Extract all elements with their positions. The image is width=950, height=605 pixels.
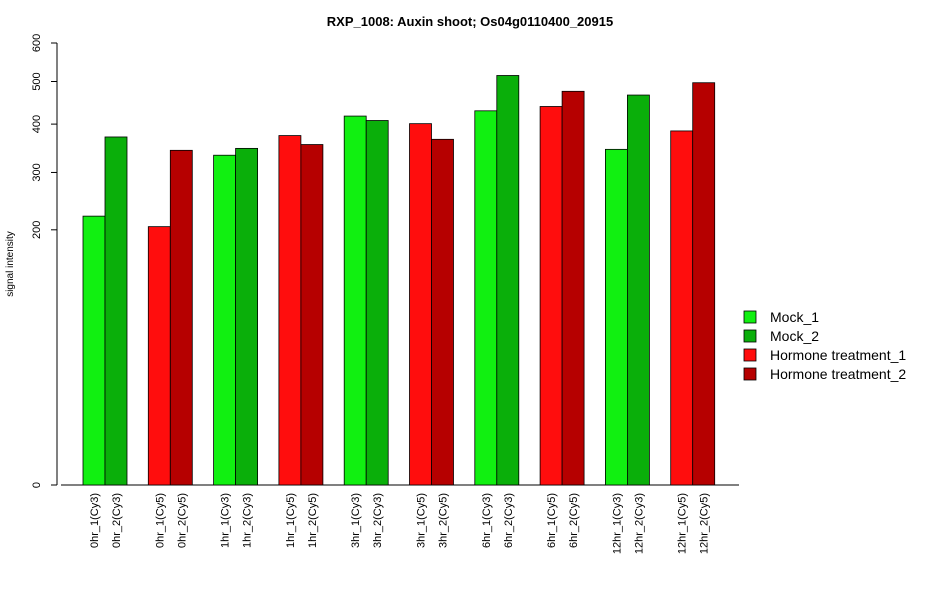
legend-label: Hormone treatment_2 bbox=[770, 366, 906, 382]
x-tick-label: 12hr_1(Cy5) bbox=[677, 493, 689, 554]
bar-1hr_2(Cy5) bbox=[300, 144, 324, 486]
x-tick-label: 12hr_2(Cy3) bbox=[633, 493, 645, 554]
bar-12hr_2(Cy5) bbox=[692, 82, 716, 486]
y-tick-label: 400 bbox=[31, 115, 43, 133]
bars-group bbox=[61, 75, 739, 486]
bar-6hr_2(Cy5) bbox=[561, 90, 585, 486]
bar-6hr_1(Cy3) bbox=[474, 110, 498, 486]
x-tick-label: 0hr_1(Cy3) bbox=[89, 493, 101, 548]
bar-12hr_1(Cy3) bbox=[605, 148, 628, 486]
bar-3hr_1(Cy5) bbox=[409, 123, 432, 486]
x-tick-label: 12hr_2(Cy5) bbox=[699, 493, 711, 554]
x-tick-label: 6hr_1(Cy3) bbox=[481, 493, 493, 548]
x-tick-label: 6hr_2(Cy3) bbox=[503, 493, 515, 548]
y-tick-label: 500 bbox=[31, 72, 43, 90]
x-tick-label: 1hr_1(Cy3) bbox=[220, 493, 232, 548]
x-tick-label: 3hr_2(Cy3) bbox=[372, 493, 384, 548]
x-tick-label: 3hr_1(Cy3) bbox=[350, 493, 362, 548]
bar-3hr_2(Cy3) bbox=[365, 120, 389, 486]
bar-12hr_1(Cy5) bbox=[670, 130, 694, 486]
bar-6hr_1(Cy5) bbox=[539, 106, 563, 486]
bar-12hr_2(Cy3) bbox=[627, 94, 650, 486]
legend-swatch bbox=[743, 367, 757, 381]
y-axis-label: signal intensity bbox=[5, 231, 16, 297]
bar-1hr_1(Cy5) bbox=[278, 135, 302, 486]
x-tick-label: 6hr_1(Cy5) bbox=[546, 493, 558, 548]
x-tick-label: 0hr_1(Cy5) bbox=[154, 493, 166, 548]
x-tick-label: 1hr_2(Cy5) bbox=[307, 493, 319, 548]
legend-swatch bbox=[743, 310, 757, 324]
y-axis: 0 200 300 400 500 600 bbox=[31, 34, 58, 488]
bar-3hr_1(Cy3) bbox=[343, 115, 367, 486]
legend: Mock_1 Mock_2 Hormone treatment_1 Hormone t… bbox=[743, 309, 906, 382]
bar-0hr_2(Cy3) bbox=[104, 136, 128, 486]
x-tick-label: 3hr_1(Cy5) bbox=[416, 493, 428, 548]
x-tick-label: 12hr_1(Cy3) bbox=[611, 493, 623, 554]
bar-0hr_2(Cy5) bbox=[169, 149, 193, 486]
y-tick-label: 300 bbox=[31, 163, 43, 181]
bar-0hr_1(Cy3) bbox=[82, 215, 106, 486]
x-tick-label: 0hr_2(Cy3) bbox=[111, 493, 123, 548]
x-tick-label: 1hr_1(Cy5) bbox=[285, 493, 297, 548]
bar-6hr_2(Cy3) bbox=[496, 75, 520, 486]
x-tick-label: 6hr_2(Cy5) bbox=[568, 493, 580, 548]
y-tick-label: 0 bbox=[31, 482, 43, 488]
y-tick-label: 600 bbox=[31, 34, 43, 52]
bar-3hr_2(Cy5) bbox=[431, 138, 454, 486]
y-tick-label: 200 bbox=[31, 221, 43, 239]
legend-label: Mock_1 bbox=[770, 309, 819, 325]
legend-swatch bbox=[743, 348, 757, 362]
legend-label: Hormone treatment_1 bbox=[770, 347, 906, 363]
bar-1hr_2(Cy3) bbox=[235, 147, 259, 486]
bar-1hr_1(Cy3) bbox=[213, 154, 237, 486]
x-tick-label: 1hr_2(Cy3) bbox=[242, 493, 254, 548]
x-tick-labels: 0hr_1(Cy3) 0hr_2(Cy3) 0hr_1(Cy5) 0hr_2(Cy5)… bbox=[89, 493, 711, 554]
legend-swatch bbox=[743, 329, 757, 343]
legend-label: Mock_2 bbox=[770, 328, 819, 344]
x-tick-label: 0hr_2(Cy5) bbox=[176, 493, 188, 548]
chart-title: RXP_1008: Auxin shoot; Os04g0110400_2091… bbox=[327, 14, 613, 29]
bar-0hr_1(Cy5) bbox=[147, 226, 171, 486]
x-tick-label: 3hr_2(Cy5) bbox=[438, 493, 450, 548]
